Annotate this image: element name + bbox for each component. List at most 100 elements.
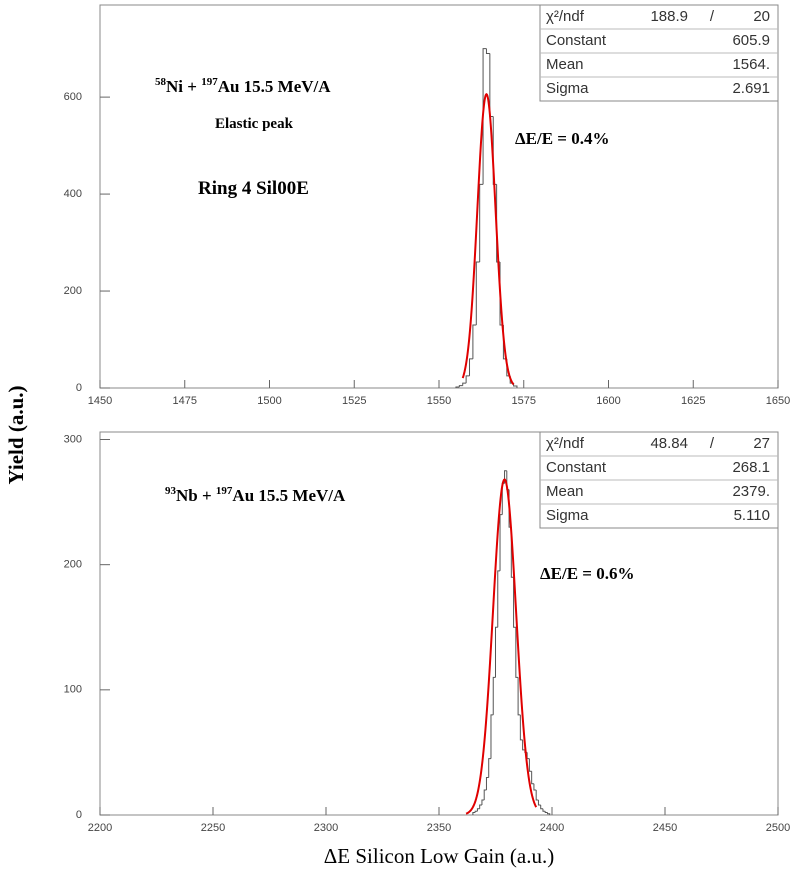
annotation-part: ΔE/E = 0.4% [515, 129, 610, 148]
histogram-bin [492, 676, 496, 715]
stat-value: 2.691 [732, 80, 770, 97]
annotation-part: 58 [155, 76, 167, 88]
histogram-bin [535, 789, 539, 801]
histogram-bin [489, 53, 494, 118]
histogram-bin [533, 783, 537, 791]
x-tick-label: 1650 [766, 395, 790, 407]
x-tick-label: 1525 [342, 395, 366, 407]
histogram-bin [474, 810, 478, 813]
stat-value: 268.1 [732, 459, 770, 476]
histogram-bin [481, 799, 485, 805]
histogram-bin [513, 383, 518, 388]
y-axis-label: Yield (a.u.) [4, 386, 28, 485]
annotation: Ring 4 Sil00E [198, 178, 309, 199]
histogram-bin [526, 752, 530, 760]
stat-ndf: 27 [753, 435, 770, 452]
y-tick-label: 600 [64, 91, 82, 103]
stat-label: Constant [546, 32, 607, 49]
histogram-bin [499, 514, 503, 571]
y-tick-label: 200 [64, 559, 82, 571]
x-axis-label: ΔE Silicon Low Gain (a.u.) [324, 844, 554, 868]
x-tick-label: 2500 [766, 822, 790, 834]
histogram-bin [465, 375, 470, 384]
y-tick-label: 400 [64, 188, 82, 200]
annotation-part: Au 15.5 MeV/A [218, 77, 332, 96]
x-tick-label: 2250 [201, 822, 225, 834]
histogram-bin [517, 677, 521, 716]
histogram-bin [458, 385, 463, 388]
histogram-bin [537, 799, 541, 806]
stat-value: 1564. [732, 56, 770, 73]
histogram-bin [488, 758, 491, 778]
histogram-bin [479, 804, 482, 809]
stat-value: 48.84 [650, 435, 688, 452]
histogram-bin [546, 812, 551, 815]
annotation-part: Elastic peak [215, 116, 294, 132]
histogram-bin [490, 714, 494, 759]
x-tick-label: 1600 [596, 395, 620, 407]
annotation: 93Nb + 197Au 15.5 MeV/A [165, 485, 346, 505]
histogram-bin [492, 116, 497, 185]
y-tick-label: 0 [76, 809, 82, 821]
histogram-bin [513, 577, 516, 628]
annotation: 58Ni + 197Au 15.5 MeV/A [155, 76, 331, 96]
stat-label: Constant [546, 459, 607, 476]
histogram-bin [455, 386, 460, 388]
stat-label: χ²/ndf [546, 435, 585, 452]
stat-value: 605.9 [732, 32, 770, 49]
annotation-part: Nb + [176, 486, 216, 505]
stat-ndf: 20 [753, 8, 770, 25]
x-tick-label: 2300 [314, 822, 338, 834]
histogram-bin [531, 771, 534, 785]
stat-label: Sigma [546, 80, 589, 97]
annotation: ΔE/E = 0.6% [540, 564, 635, 583]
histogram-bin [475, 261, 480, 325]
annotation-part: ΔE/E = 0.6% [540, 564, 635, 583]
histogram-bin [476, 808, 480, 812]
stat-separator: / [710, 435, 715, 452]
histogram-bin [485, 48, 490, 54]
x-tick-label: 1575 [512, 395, 536, 407]
annotation-part: 93 [165, 485, 177, 497]
stat-label: Sigma [546, 507, 589, 524]
stat-value: 5.110 [734, 507, 770, 524]
annotation-part: Au 15.5 MeV/A [232, 486, 346, 505]
stat-label: Mean [546, 56, 584, 73]
stat-label: Mean [546, 483, 584, 500]
x-tick-label: 1475 [173, 395, 197, 407]
histogram-bin [528, 758, 532, 772]
annotation-part: 197 [201, 76, 218, 88]
histogram-bin [472, 811, 476, 815]
stat-value: 188.9 [650, 8, 688, 25]
histogram-bin [462, 382, 467, 386]
fit-curve [465, 478, 538, 815]
histogram-bin [515, 627, 519, 678]
stat-value: 2379. [732, 483, 770, 500]
fit-curve [461, 92, 515, 386]
annotation-part: 197 [216, 485, 233, 497]
x-tick-label: 1550 [427, 395, 451, 407]
histogram-bin [540, 804, 543, 810]
x-tick-label: 2350 [427, 822, 451, 834]
histogram-bin [469, 358, 473, 376]
histogram-bin [495, 626, 498, 678]
x-tick-label: 1500 [257, 395, 281, 407]
histogram-bin [482, 48, 487, 185]
annotation: ΔE/E = 0.4% [515, 129, 610, 148]
histogram-bin [522, 739, 525, 751]
histogram-bin [497, 570, 501, 628]
histogram-bin [485, 776, 489, 790]
stat-label: χ²/ndf [546, 8, 585, 25]
x-tick-label: 2450 [653, 822, 677, 834]
y-tick-label: 0 [76, 382, 82, 394]
histogram-bin [519, 714, 523, 741]
x-tick-label: 2400 [540, 822, 564, 834]
histogram-bin [544, 811, 548, 813]
x-tick-label: 2200 [88, 822, 112, 834]
y-tick-label: 300 [64, 433, 82, 445]
stat-separator: / [710, 8, 715, 25]
histogram-bin [472, 324, 477, 359]
x-tick-label: 1450 [88, 395, 112, 407]
